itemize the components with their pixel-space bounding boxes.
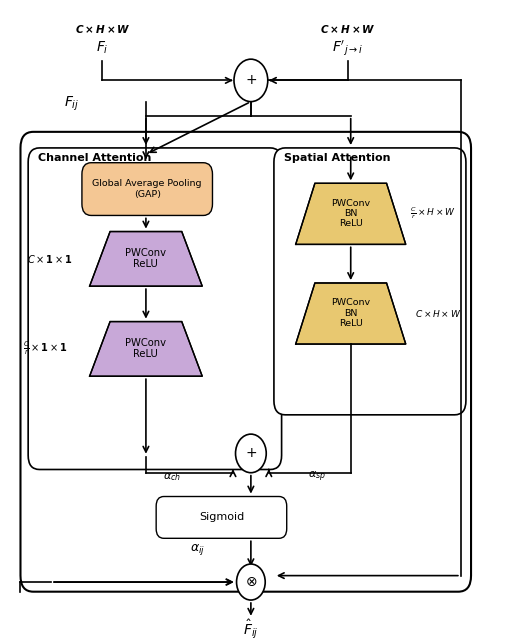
Text: $C \times \mathbf{1} \times \mathbf{1}$: $C \times \mathbf{1} \times \mathbf{1}$ [27, 253, 73, 265]
Text: $\frac{C}{r} \times H \times W$: $\frac{C}{r} \times H \times W$ [410, 205, 456, 222]
Text: $\boldsymbol{\alpha_{sp}}$: $\boldsymbol{\alpha_{sp}}$ [308, 470, 327, 484]
Text: +: + [245, 446, 257, 460]
FancyBboxPatch shape [28, 148, 282, 469]
Text: Global Average Pooling
(GAP): Global Average Pooling (GAP) [93, 180, 202, 199]
Text: PWConv
BN
ReLU: PWConv BN ReLU [331, 198, 370, 229]
FancyBboxPatch shape [274, 148, 466, 415]
Text: $\frac{C}{r} \times \mathbf{1} \times \mathbf{1}$: $\frac{C}{r} \times \mathbf{1} \times \m… [23, 340, 68, 357]
Text: $\boldsymbol{\alpha_{ij}}$: $\boldsymbol{\alpha_{ij}}$ [189, 542, 205, 558]
Polygon shape [90, 321, 202, 376]
FancyBboxPatch shape [20, 132, 471, 592]
Text: $\boldsymbol{F_i}$: $\boldsymbol{F_i}$ [96, 40, 109, 57]
FancyBboxPatch shape [82, 163, 212, 216]
Circle shape [234, 59, 268, 102]
Text: Spatial Attention: Spatial Attention [284, 153, 391, 162]
Text: $\boldsymbol{F'_{j \to i}}$: $\boldsymbol{F'_{j \to i}}$ [332, 39, 364, 58]
Text: $\boldsymbol{C \times H \times W}$: $\boldsymbol{C \times H \times W}$ [75, 23, 130, 35]
Polygon shape [90, 232, 202, 286]
Text: PWConv
BN
ReLU: PWConv BN ReLU [331, 298, 370, 328]
Text: $\boldsymbol{\hat{F}_{ij}}$: $\boldsymbol{\hat{F}_{ij}}$ [243, 617, 259, 641]
Text: $\otimes$: $\otimes$ [245, 575, 257, 589]
Text: PWConv
ReLU: PWConv ReLU [125, 248, 166, 269]
FancyBboxPatch shape [156, 497, 287, 538]
Text: $C \times H \times W$: $C \times H \times W$ [415, 308, 461, 319]
Text: Sigmoid: Sigmoid [199, 512, 244, 522]
Text: Channel Attention: Channel Attention [38, 153, 152, 162]
Text: +: + [245, 73, 257, 88]
Polygon shape [296, 283, 406, 344]
Text: PWConv
ReLU: PWConv ReLU [125, 338, 166, 359]
Circle shape [237, 564, 265, 600]
Text: $\boldsymbol{C \times H \times W}$: $\boldsymbol{C \times H \times W}$ [321, 23, 376, 35]
Text: $\boldsymbol{\alpha_{ch}}$: $\boldsymbol{\alpha_{ch}}$ [162, 471, 181, 483]
Polygon shape [296, 184, 406, 244]
Circle shape [236, 434, 266, 473]
Text: $\boldsymbol{F_{ij}}$: $\boldsymbol{F_{ij}}$ [64, 95, 79, 113]
